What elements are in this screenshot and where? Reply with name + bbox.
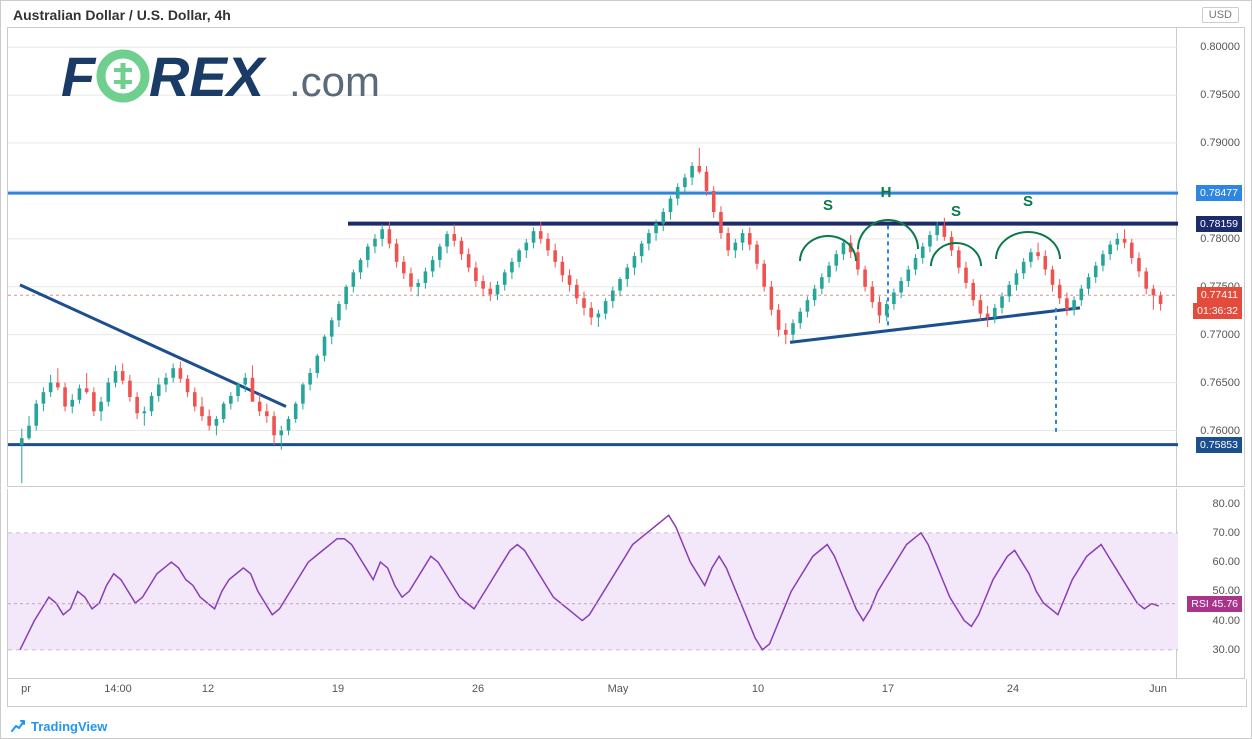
rsi-panel[interactable]	[7, 489, 1177, 679]
svg-text:.com: .com	[289, 58, 380, 105]
time-axis: pr14:00121926May101724Jun	[7, 679, 1247, 707]
svg-text:F: F	[61, 45, 97, 108]
tradingview-credit[interactable]: TradingView	[11, 718, 107, 734]
price-axis: 0.800000.795000.790000.785000.780000.775…	[1177, 27, 1245, 487]
forex-logo: F REX .com	[61, 41, 401, 116]
rsi-axis: 80.0070.0060.0050.0040.0030.00RSI 45.76	[1177, 489, 1245, 679]
quote-currency-badge: USD	[1202, 7, 1239, 23]
chart-title: Australian Dollar / U.S. Dollar, 4h	[13, 7, 231, 23]
svg-text:REX: REX	[149, 45, 268, 108]
